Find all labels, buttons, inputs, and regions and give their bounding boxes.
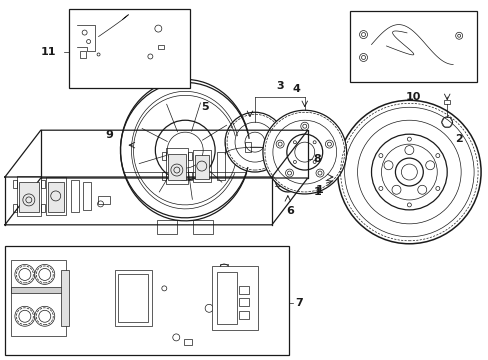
Bar bbox=[216, 152, 224, 180]
Bar bbox=[11, 287, 65, 293]
Bar bbox=[349, 11, 476, 82]
Bar bbox=[41, 204, 45, 212]
Bar bbox=[82, 182, 90, 210]
Text: 6: 6 bbox=[285, 206, 293, 216]
Circle shape bbox=[263, 110, 346, 194]
Bar bbox=[5, 246, 288, 355]
Bar bbox=[184, 339, 192, 345]
Bar bbox=[194, 155, 208, 179]
Circle shape bbox=[337, 100, 480, 244]
Circle shape bbox=[325, 140, 333, 148]
Circle shape bbox=[35, 265, 55, 284]
Circle shape bbox=[404, 146, 413, 154]
Bar bbox=[443, 100, 449, 104]
Text: 9: 9 bbox=[105, 130, 113, 140]
Text: 11: 11 bbox=[40, 48, 56, 58]
Circle shape bbox=[15, 306, 35, 326]
Bar bbox=[98, 196, 109, 204]
Bar bbox=[11, 261, 65, 336]
Text: 4: 4 bbox=[292, 84, 300, 94]
Bar bbox=[13, 204, 17, 212]
Bar bbox=[239, 287, 248, 294]
Bar bbox=[220, 264, 227, 273]
Bar bbox=[212, 266, 258, 330]
Circle shape bbox=[300, 122, 308, 130]
Circle shape bbox=[286, 134, 322, 170]
Bar bbox=[187, 172, 191, 180]
Bar bbox=[162, 172, 165, 180]
Circle shape bbox=[425, 161, 434, 170]
Bar bbox=[114, 270, 152, 326]
Bar bbox=[61, 270, 68, 326]
Bar bbox=[244, 142, 250, 152]
Bar bbox=[193, 220, 213, 234]
Bar bbox=[13, 180, 17, 188]
Bar bbox=[48, 182, 63, 212]
Bar bbox=[239, 298, 248, 306]
Text: 8: 8 bbox=[313, 154, 321, 164]
Circle shape bbox=[383, 161, 392, 170]
Circle shape bbox=[35, 306, 55, 326]
Text: 3: 3 bbox=[276, 81, 283, 91]
Circle shape bbox=[285, 169, 293, 177]
Circle shape bbox=[381, 144, 436, 200]
Bar bbox=[68, 9, 190, 88]
Circle shape bbox=[315, 169, 324, 177]
Bar bbox=[158, 45, 164, 49]
Bar bbox=[187, 152, 191, 160]
Circle shape bbox=[391, 185, 400, 194]
Bar bbox=[80, 50, 85, 58]
Text: 1: 1 bbox=[315, 185, 323, 195]
Bar bbox=[162, 152, 165, 160]
Text: 5: 5 bbox=[201, 102, 208, 112]
Text: 1: 1 bbox=[313, 187, 321, 197]
Bar bbox=[118, 274, 148, 322]
Circle shape bbox=[417, 185, 426, 194]
Bar bbox=[239, 311, 248, 319]
Bar bbox=[167, 154, 185, 180]
Bar bbox=[71, 180, 79, 212]
Bar bbox=[192, 150, 210, 182]
Circle shape bbox=[276, 140, 284, 148]
Bar bbox=[46, 177, 65, 215]
Text: 10: 10 bbox=[405, 92, 420, 102]
Text: 7: 7 bbox=[294, 298, 302, 308]
Circle shape bbox=[15, 265, 35, 284]
Bar bbox=[157, 220, 177, 234]
Bar bbox=[41, 180, 45, 188]
Bar bbox=[19, 182, 39, 212]
Text: 2: 2 bbox=[454, 134, 462, 144]
Bar bbox=[217, 273, 237, 324]
Circle shape bbox=[371, 134, 447, 210]
Bar bbox=[17, 176, 41, 216]
Bar bbox=[165, 148, 187, 184]
